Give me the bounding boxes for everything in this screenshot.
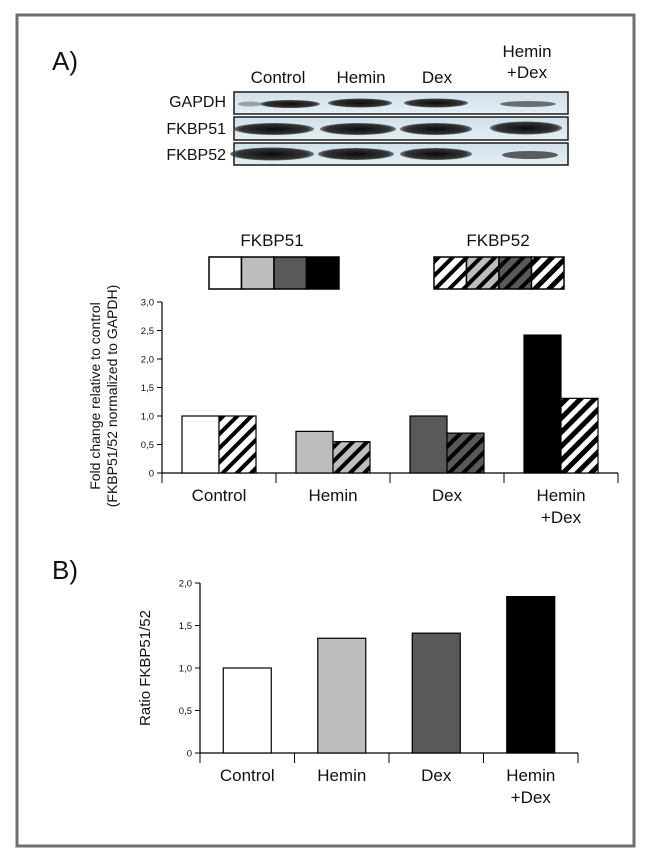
blot-band-gapdh-hemin [328, 98, 392, 108]
legend-fkbp52-swatch-0 [433, 256, 468, 290]
blot-band-gapdh-hemin-dex [500, 101, 556, 107]
chartB-ytick-label: 0,5 [179, 706, 192, 717]
chartB-xtick-label: Dex [421, 766, 452, 785]
chartB-xtick-label: +Dex [511, 788, 552, 807]
chartA-xtick-label: Control [192, 486, 247, 505]
chartA-bar-fkbp52-1 [332, 441, 371, 474]
legend-fkbp52: FKBP52 [433, 231, 565, 290]
blot-lane-hemin-dex-line1: Hemin [502, 42, 551, 61]
blot-band-fkbp51-dex [400, 123, 472, 135]
blot-band-fkbp52-hemin [318, 148, 394, 160]
blot-row-label-gapdh: GAPDH [169, 94, 226, 111]
chartA-xtick-label: Dex [432, 486, 463, 505]
chartB-bar-ratio-fkbp51-52-0 [222, 667, 272, 754]
blot-band-fkbp52-control [230, 147, 314, 161]
chartB-bar-ratio-fkbp51-52-3 [506, 595, 556, 754]
chart-a-ylabel-line1: Fold change relative to control [87, 302, 103, 490]
legend-fkbp51: FKBP51 [208, 231, 340, 290]
chart-b-ylabel: Ratio FKBP51/52 [137, 610, 154, 726]
chartA-xtick-label: Hemin [308, 486, 357, 505]
chartB-bar-ratio-fkbp51-52-1 [317, 637, 367, 754]
chartA-ytick-label: 2,0 [141, 355, 154, 366]
panel-a-label: A) [52, 46, 78, 76]
blot-lane-control: Control [251, 68, 306, 87]
legend-fkbp51-title: FKBP51 [240, 231, 303, 250]
blot-band-fkbp51-control [234, 123, 314, 135]
chartB-xtick-label: Hemin [506, 766, 555, 785]
legend-fkbp52-title: FKBP52 [466, 231, 529, 250]
blot-rows: GAPDH FKBP51 FKBP52 [166, 91, 569, 166]
legend-fkbp52-swatch-3 [530, 256, 565, 290]
chartA-bar-fkbp51-0 [181, 415, 220, 474]
chartA-bar-fkbp51-1 [295, 430, 334, 474]
blot-row-label-fkbp51: FKBP51 [166, 121, 226, 138]
chartB-ytick-label: 1,5 [179, 621, 192, 632]
chartB-xtick-label: Hemin [317, 766, 366, 785]
chartB-ytick-label: 0 [187, 749, 192, 760]
chartB-ytick-label: 1,0 [179, 664, 192, 675]
chartA-bar-fkbp51-2 [409, 415, 448, 474]
chartA-bar-fkbp51-3 [523, 334, 562, 474]
chartA-ytick-label: 1,5 [141, 383, 154, 394]
chartA-xtick-label: +Dex [541, 508, 582, 527]
blot-band-gapdh-control-tail [238, 101, 262, 107]
legend-fkbp51-swatch-1 [240, 256, 275, 290]
chartA-bar-fkbp52-0 [218, 415, 257, 474]
chartA-bar-fkbp52-3 [560, 397, 599, 474]
blot-band-gapdh-dex [404, 98, 468, 108]
chart-a-ylabel-line2: (FKBP51/52 normalized to GAPDH) [104, 285, 120, 508]
blot-lane-dex: Dex [422, 68, 453, 87]
blot-lane-hemin: Hemin [336, 68, 385, 87]
chartB-ytick-label: 2,0 [179, 579, 192, 590]
blot-lane-hemin-dex-line2: +Dex [507, 63, 548, 82]
blot-band-fkbp51-hemin-dex [490, 121, 562, 135]
blot-lane-labels: Control Hemin Dex Hemin +Dex [251, 42, 552, 87]
blot-band-fkbp51-hemin [320, 123, 396, 135]
blot-band-fkbp52-dex [400, 148, 472, 160]
blot-strip-gapdh [233, 91, 569, 115]
legend-fkbp52-swatch-2 [498, 256, 533, 290]
chartA-ytick-label: 0 [149, 469, 154, 480]
chartB-xtick-label: Control [220, 766, 275, 785]
chartA-ytick-label: 2,5 [141, 326, 154, 337]
legend-fkbp51-swatch-2 [273, 256, 308, 290]
chart-b: Ratio FKBP51/52 0 0,5 1,0 1,5 2,0 Control Hemi… [137, 579, 579, 807]
chartA-ytick-label: 3,0 [141, 298, 154, 309]
legend-fkbp51-swatch-0 [208, 256, 243, 290]
legend-fkbp51-swatch-3 [305, 256, 340, 290]
chartA-bar-fkbp52-2 [446, 432, 485, 474]
blot-band-fkbp52-hemin-dex [502, 151, 558, 159]
chartA-xtick-label: Hemin [536, 486, 585, 505]
chartA-ytick-label: 1,0 [141, 412, 154, 423]
blot-row-label-fkbp52: FKBP52 [166, 147, 226, 164]
panel-b-label: B) [52, 555, 78, 585]
chart-a: Fold change relative to control (FKBP51/… [87, 285, 619, 527]
chartB-bar-ratio-fkbp51-52-2 [411, 632, 461, 754]
chartA-ytick-label: 0,5 [141, 440, 154, 451]
legend-fkbp52-swatch-1 [465, 256, 500, 290]
blot-band-gapdh-control [260, 100, 320, 108]
